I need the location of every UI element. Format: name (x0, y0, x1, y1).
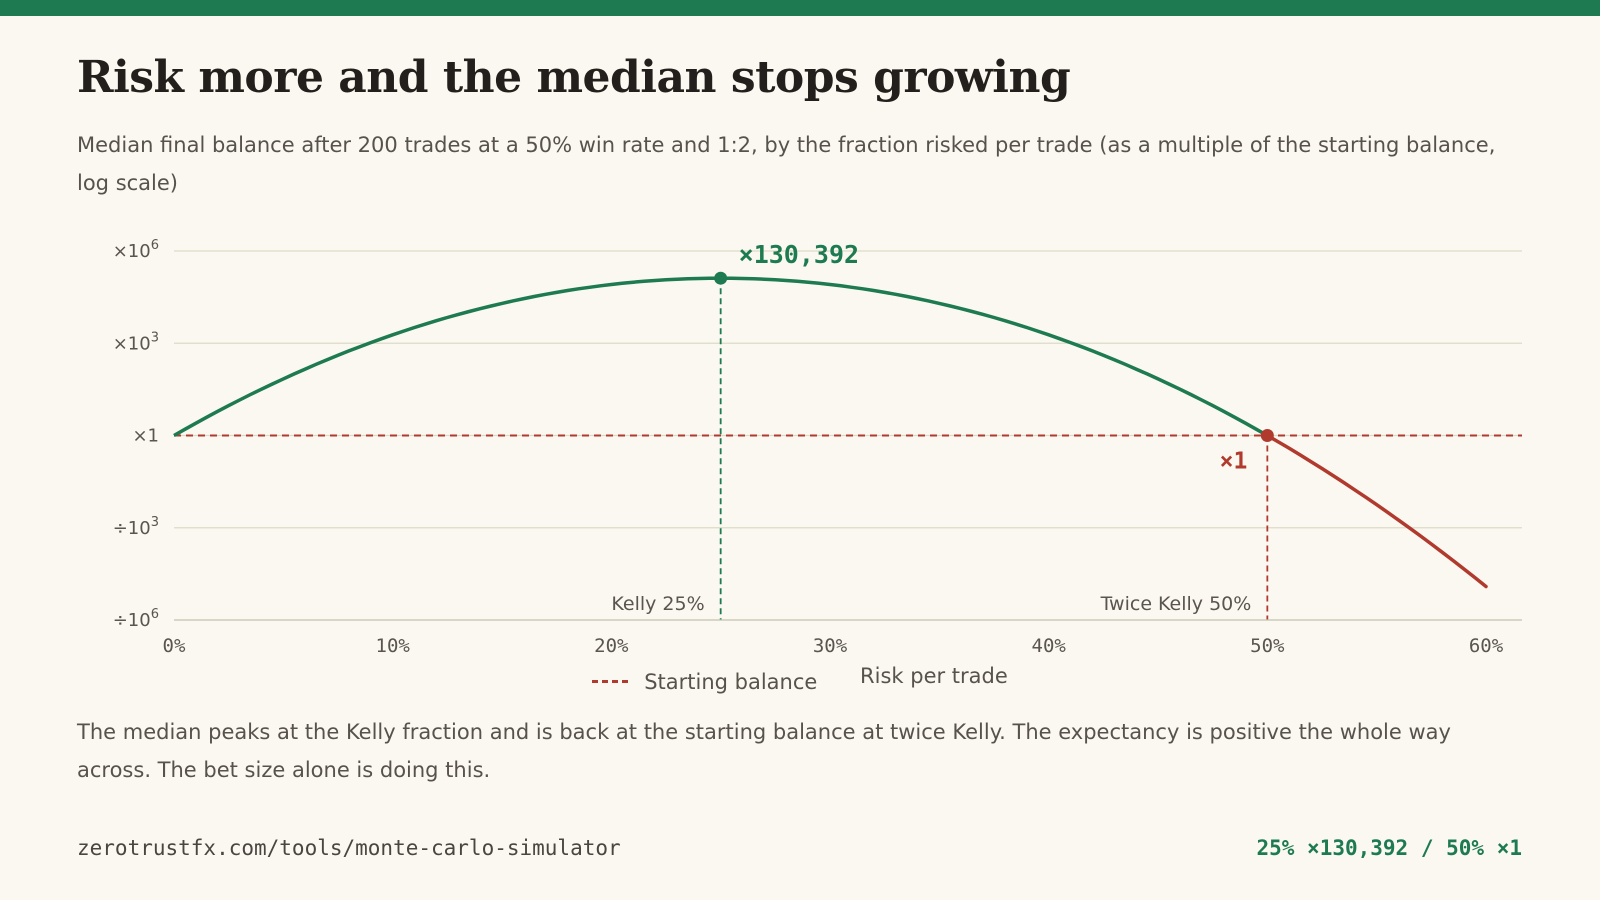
legend-starting-balance: Starting balance (592, 670, 817, 694)
twice-kelly-reference-label: Twice Kelly 50% (1100, 593, 1252, 615)
x-tick-label: 50% (1250, 635, 1285, 657)
y-tick-label: ÷103 (113, 515, 159, 539)
x-tick-label: 0% (163, 635, 186, 657)
kelly-reference-label: Kelly 25% (611, 593, 704, 615)
y-tick-label: ×1 (132, 426, 159, 447)
legend-risk-per-trade-label: Risk per trade (860, 664, 1008, 688)
chart-caption: The median peaks at the Kelly fraction a… (77, 720, 1451, 782)
peak-marker (714, 271, 728, 285)
x-tick-label: 60% (1469, 635, 1504, 657)
break-even-value-label: ×1 (1220, 449, 1248, 475)
chart-subtitle: Median final balance after 200 trades at… (77, 133, 1496, 195)
top-accent-bar (0, 0, 1600, 16)
break-even-marker (1260, 429, 1274, 442)
x-tick-label: 20% (594, 635, 629, 657)
y-tick-label: ÷106 (113, 607, 159, 631)
peak-value-label: ×130,392 (739, 240, 859, 269)
series-line-shrinking (1265, 433, 1488, 589)
x-tick-label: 10% (376, 635, 411, 657)
x-tick-label: 40% (1032, 635, 1067, 657)
y-tick-label: ×103 (113, 330, 159, 354)
legend-risk-per-trade: Risk per trade (860, 664, 1008, 688)
x-tick-label: 30% (813, 635, 848, 657)
legend-starting-balance-label: Starting balance (644, 669, 818, 694)
footer-stats: 25% ×130,392 / 50% ×1 (1256, 836, 1522, 860)
y-tick-label: ×106 (113, 238, 159, 262)
legend: Starting balance Risk per trade (0, 664, 1600, 694)
footer-url: zerotrustfx.com/tools/monte-carlo-simula… (77, 836, 621, 860)
legend-dash-swatch (592, 680, 629, 683)
chart-title: Risk more and the median stops growing (77, 52, 1071, 103)
